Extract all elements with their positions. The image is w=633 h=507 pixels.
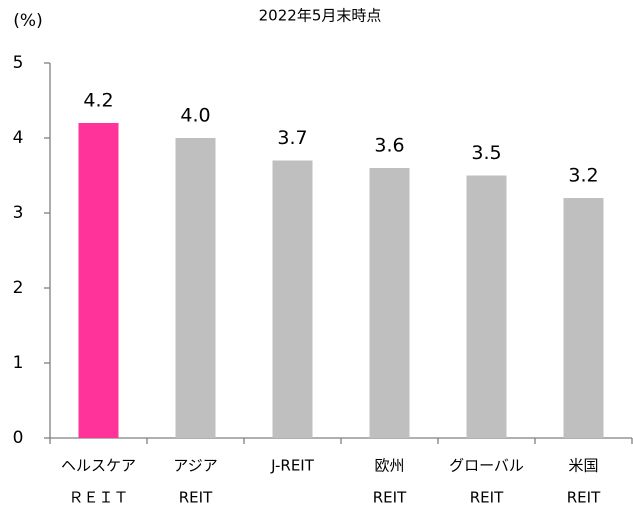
data-label: 3.2	[568, 165, 598, 187]
x-tick-label: 欧州	[374, 457, 404, 475]
data-label: 4.0	[180, 105, 210, 127]
data-label: 3.6	[374, 135, 404, 157]
x-tick-label: アジア	[173, 457, 217, 475]
y-tick-label: 3	[13, 203, 24, 223]
bar	[466, 175, 507, 438]
bar	[175, 138, 216, 438]
x-tick-label: REIT	[373, 489, 407, 507]
y-tick-label: 0	[13, 428, 24, 448]
x-tick-label: J-REIT	[270, 457, 315, 475]
x-tick-label: REIT	[567, 489, 601, 507]
data-label: 3.5	[471, 142, 501, 164]
x-tick-label: ヘルスケア	[61, 457, 136, 475]
bar	[78, 123, 119, 438]
bar	[272, 160, 313, 438]
chart-title: 2022年5月末時点	[259, 7, 382, 25]
data-label: 4.2	[83, 90, 113, 112]
x-tick-label: REIT	[179, 489, 213, 507]
y-tick-label: 5	[13, 53, 24, 73]
y-tick-label: 2	[13, 278, 24, 298]
data-label: 3.7	[277, 127, 307, 149]
x-tick-label: 米国	[568, 457, 598, 475]
y-axis-label: (%)	[13, 11, 42, 31]
x-tick-label: グローバル	[449, 457, 524, 475]
bar	[563, 198, 604, 438]
x-tick-label: ＲＥＩＴ	[68, 489, 128, 507]
y-tick-label: 1	[13, 353, 24, 373]
x-tick-label: REIT	[470, 489, 504, 507]
y-tick-label: 4	[13, 128, 24, 148]
bar	[369, 168, 410, 438]
